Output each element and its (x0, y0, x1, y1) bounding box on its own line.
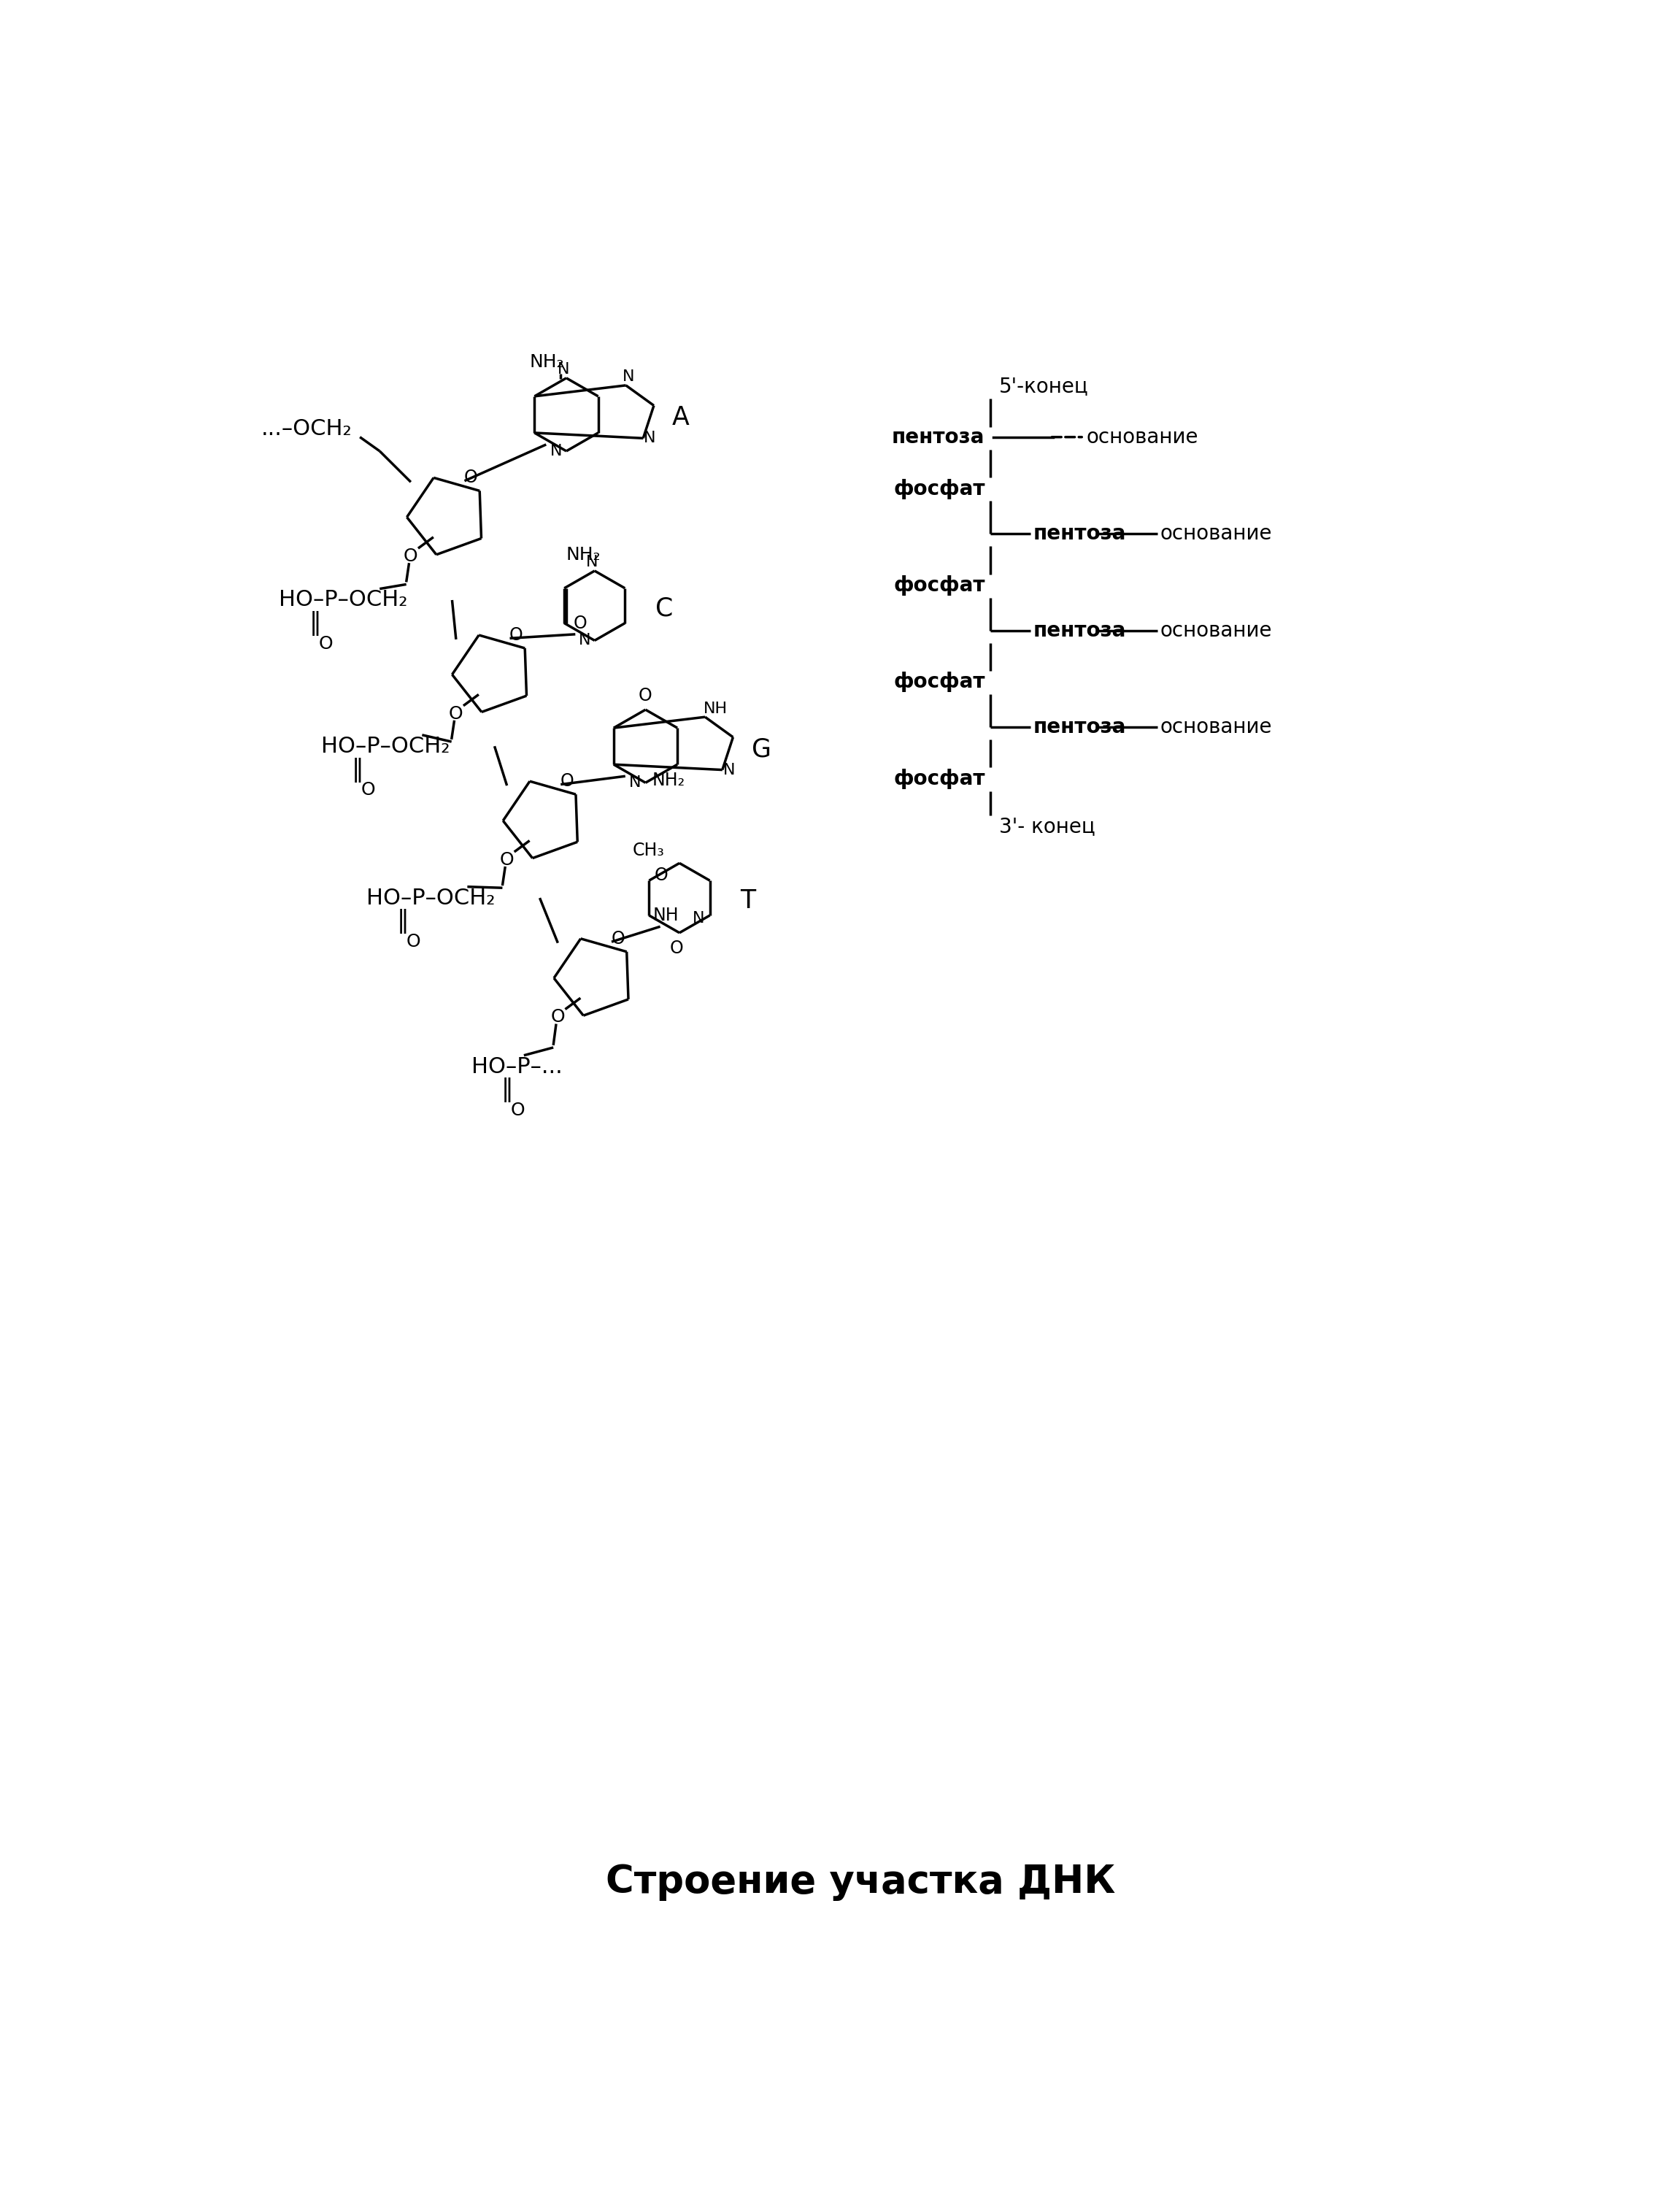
Text: ‖: ‖ (501, 1077, 514, 1102)
Text: NH: NH (654, 907, 679, 924)
Text: O: O (511, 1102, 526, 1119)
Text: N: N (630, 775, 642, 791)
Text: пентоза: пентоза (1033, 716, 1126, 738)
Text: O: O (499, 852, 514, 869)
Text: O: O (319, 635, 333, 653)
Text: O: O (403, 548, 418, 565)
Text: фосфат: фосфат (894, 769, 984, 788)
Text: O: O (464, 469, 477, 486)
Text: O: O (655, 867, 669, 885)
Text: NH₂: NH₂ (529, 353, 564, 370)
Text: пентоза: пентоза (892, 427, 984, 447)
Text: фосфат: фосфат (894, 672, 984, 692)
Text: N: N (623, 370, 635, 383)
Text: 3'- конец: 3'- конец (1000, 817, 1095, 837)
Text: пентоза: пентоза (1033, 620, 1126, 642)
Text: основание: основание (1161, 523, 1272, 543)
Text: ‖: ‖ (309, 611, 321, 635)
Text: G: G (751, 736, 771, 762)
Text: NH₂: NH₂ (566, 545, 601, 563)
Text: NH₂: NH₂ (652, 771, 685, 788)
Text: 5'-конец: 5'-конец (1000, 377, 1089, 396)
Text: N: N (578, 633, 590, 648)
Text: O: O (612, 931, 625, 948)
Text: CH₃: CH₃ (632, 841, 664, 858)
Text: NH: NH (704, 701, 727, 716)
Text: ‖: ‖ (351, 758, 363, 782)
Text: N: N (722, 762, 736, 777)
Text: A: A (672, 405, 689, 429)
Text: Строение участка ДНК: Строение участка ДНК (605, 1864, 1116, 1901)
Text: HO–P–OCH₂: HO–P–OCH₂ (279, 589, 408, 611)
Text: N: N (558, 361, 570, 377)
Text: пентоза: пентоза (1033, 523, 1126, 543)
Text: N: N (692, 911, 704, 926)
Text: основание: основание (1161, 620, 1272, 642)
Text: O: O (449, 705, 464, 723)
Text: фосфат: фосфат (894, 480, 984, 499)
Text: O: O (573, 615, 586, 633)
Text: основание: основание (1087, 427, 1200, 447)
Text: ...–OCH₂: ...–OCH₂ (260, 418, 351, 440)
Text: N: N (586, 554, 598, 569)
Text: N: N (549, 445, 563, 458)
Text: O: O (638, 688, 652, 705)
Text: O: O (670, 940, 684, 957)
Text: HO–P–OCH₂: HO–P–OCH₂ (321, 736, 450, 758)
Text: O: O (551, 1007, 564, 1025)
Text: O: O (361, 782, 375, 799)
Text: T: T (739, 889, 756, 913)
Text: основание: основание (1161, 716, 1272, 738)
Text: C: C (655, 596, 674, 622)
Text: ‖: ‖ (396, 909, 408, 933)
Text: N: N (643, 431, 655, 445)
Text: фосфат: фосфат (894, 576, 984, 596)
Text: O: O (509, 626, 522, 644)
Text: O: O (407, 933, 420, 950)
Text: HO–P–...: HO–P–... (472, 1056, 563, 1077)
Text: HO–P–OCH₂: HO–P–OCH₂ (366, 887, 496, 909)
Text: O: O (559, 773, 575, 791)
